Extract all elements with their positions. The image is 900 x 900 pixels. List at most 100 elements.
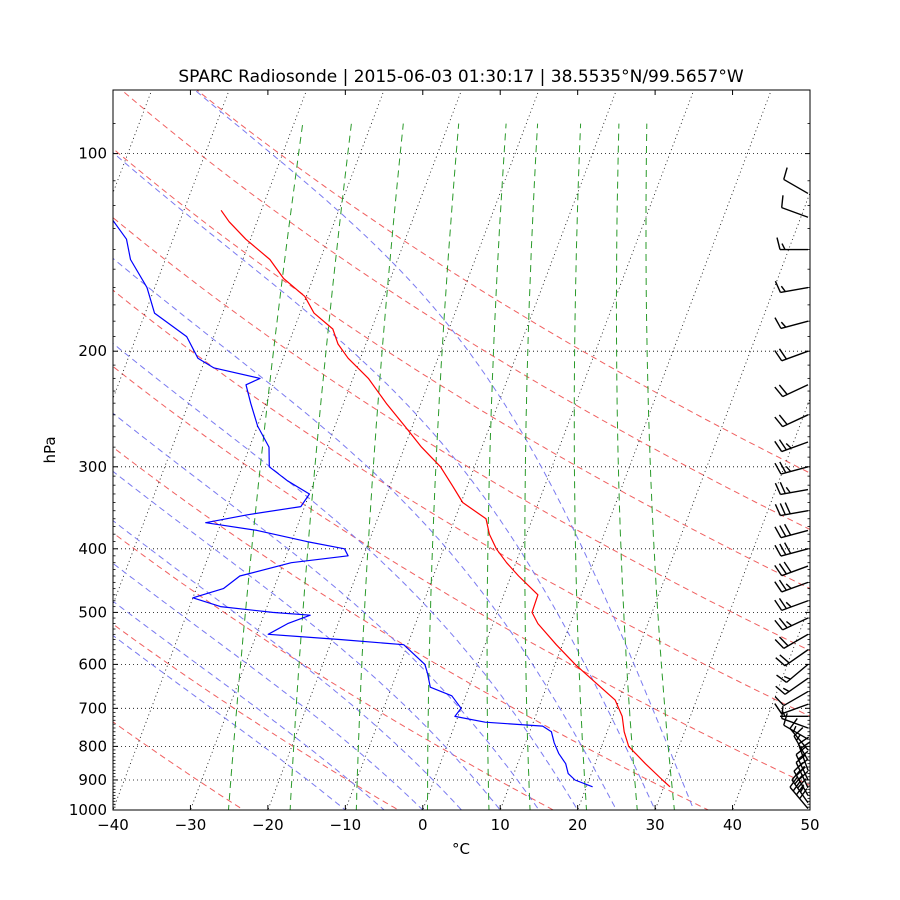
wind-barb (776, 237, 808, 251)
wind-barb-feather (778, 597, 787, 610)
moist-adiabat (194, 90, 695, 810)
wind-barb-feather (781, 243, 786, 250)
wind-barb-feather (778, 384, 788, 395)
wind-barb (774, 317, 809, 330)
wind-barb (774, 617, 809, 631)
wind-barb-feather (785, 486, 791, 494)
y-tick-label: 600 (78, 655, 107, 673)
wind-barb (774, 523, 809, 539)
mixing-ratio-line (355, 123, 404, 810)
wind-barb-feather (779, 482, 786, 494)
wind-barb-feather (780, 321, 787, 328)
wind-barb-feather (778, 414, 788, 425)
moist-adiabat (113, 562, 424, 810)
wind-barb-feather (785, 465, 792, 472)
isotherm (190, 90, 462, 810)
isotherm (422, 90, 695, 810)
wind-barb-feather (776, 674, 787, 683)
wind-barb-feather (779, 543, 787, 556)
wind-barb (775, 649, 809, 667)
y-tick-labels: 100 200 300 400 500 600 700 800 900 1000 (69, 145, 107, 819)
wind-barb (774, 579, 809, 593)
mixing-ratio-line (486, 123, 507, 810)
wind-barb-feather (776, 237, 781, 250)
wind-barb-feather (774, 565, 783, 577)
mixing-ratio-line (227, 123, 304, 810)
moist-adiabats (113, 90, 695, 810)
wind-barb-feather (774, 416, 784, 428)
y-tick-label: 500 (78, 603, 107, 621)
y-tick-label: 700 (78, 699, 107, 717)
y-tick-label: 200 (78, 342, 107, 360)
moist-adiabat (113, 600, 385, 810)
moist-adiabat (113, 257, 617, 810)
moist-adiabat (113, 470, 501, 810)
y-tick-label: 400 (78, 540, 107, 558)
wind-barb-feather (783, 523, 792, 536)
mixing-ratio-line (524, 123, 539, 810)
wind-barb (775, 677, 809, 695)
isotherm (113, 90, 385, 810)
mixing-ratio-lines (227, 123, 675, 810)
x-tick-label: 10 (491, 816, 510, 834)
wind-barb-shaft (781, 206, 809, 218)
wind-barb-shaft (783, 724, 809, 740)
wind-barb-feather (774, 544, 782, 557)
y-tick-label: 800 (78, 737, 107, 755)
wind-barb-feather (783, 167, 788, 180)
wind-barb (780, 195, 809, 218)
wind-barb-feather (784, 502, 791, 515)
dry-adiabat (120, 90, 810, 531)
wind-barb (774, 703, 809, 715)
y-tick-label: 100 (78, 145, 107, 163)
wind-barb (774, 280, 809, 294)
isotherm-gridlines (113, 90, 810, 810)
wind-barb-feather (774, 462, 782, 475)
wind-barb-feather (778, 636, 789, 647)
wind-barb-feather (783, 542, 792, 554)
moist-adiabat (113, 342, 579, 810)
wind-barb-feather (785, 583, 792, 590)
wind-barb (783, 167, 809, 195)
y-tick-label: 900 (78, 771, 107, 789)
x-tick-label: −30 (175, 816, 207, 834)
wind-barb-feather (779, 503, 786, 516)
isotherm (577, 191, 810, 810)
wind-barb (774, 348, 809, 362)
wind-barb-feather (774, 317, 782, 329)
wind-barb-feather (798, 770, 809, 781)
wind-barb-feather (774, 482, 782, 495)
wind-barb-feather (778, 439, 787, 451)
wind-barb (774, 482, 809, 496)
wind-barb-feather (774, 581, 783, 593)
wind-barb-feather (782, 687, 790, 693)
dry-adiabat (113, 623, 400, 810)
wind-barb (793, 762, 809, 796)
wind-barb-feather (774, 350, 783, 362)
wind-barb-feather (783, 561, 792, 573)
plot-frame (112, 89, 811, 811)
wind-barb-feather (779, 461, 787, 474)
wind-barb-feather (774, 280, 782, 293)
wind-barb (774, 561, 809, 577)
isotherm (113, 90, 308, 606)
wind-barb (774, 690, 809, 707)
dewpoint-profile (113, 219, 593, 788)
y-axis-label: hPa (41, 436, 59, 463)
wind-barb-feather (778, 617, 788, 629)
wind-barb (774, 542, 809, 557)
wind-barb-feather (779, 525, 787, 537)
wind-barb-feather (778, 563, 787, 575)
wind-barb-feather (785, 620, 793, 627)
axis-ticks (112, 90, 811, 811)
wind-barb-feather (775, 685, 786, 695)
wind-barb (774, 597, 809, 612)
x-tick-labels: −40 −30 −20 −10 0 10 20 30 40 50 (97, 816, 819, 834)
dry-adiabat (113, 532, 555, 810)
temperature-profile (220, 209, 671, 788)
x-tick-label: −10 (330, 816, 362, 834)
wind-barb-feather (774, 619, 784, 631)
wind-barb-feather (797, 758, 809, 768)
wind-barb-feather (774, 526, 782, 538)
